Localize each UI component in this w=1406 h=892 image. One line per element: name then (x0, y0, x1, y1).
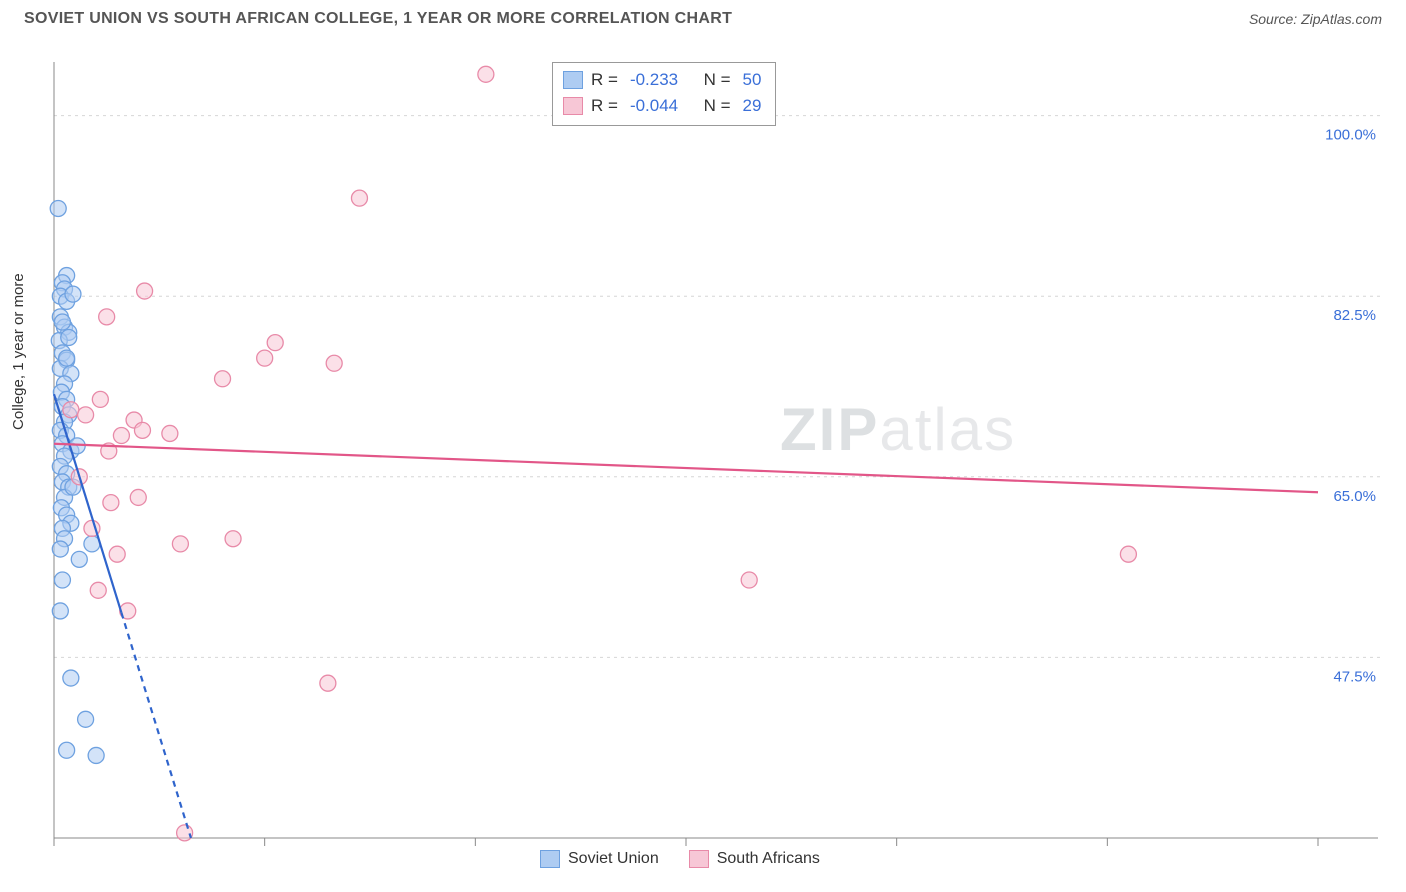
legend-swatch (563, 71, 583, 89)
data-point (63, 402, 79, 418)
data-point (50, 200, 66, 216)
data-point (99, 309, 115, 325)
svg-text:100.0%: 100.0% (1325, 127, 1376, 144)
source-label: Source: ZipAtlas.com (1249, 11, 1382, 27)
legend-swatch (540, 850, 560, 868)
data-point (172, 536, 188, 552)
chart-title: SOVIET UNION VS SOUTH AFRICAN COLLEGE, 1… (24, 10, 732, 28)
chart-area: 47.5% 65.0% 82.5% 100.0% 0.0% 60.0% (48, 58, 1388, 848)
data-point (61, 329, 77, 345)
data-point (267, 335, 283, 351)
n-value: 50 (743, 70, 762, 90)
data-point (54, 314, 70, 330)
data-point (320, 675, 336, 691)
data-point (162, 425, 178, 441)
data-point (71, 551, 87, 567)
data-point (137, 283, 153, 299)
r-value: -0.233 (630, 70, 678, 90)
y-axis-label: College, 1 year or more (10, 273, 27, 430)
series-legend: Soviet Union South Africans (540, 850, 820, 868)
trend-line (54, 444, 1318, 493)
data-point (103, 495, 119, 511)
data-point (257, 350, 273, 366)
svg-text:60.0%: 60.0% (1333, 847, 1376, 848)
data-point (134, 422, 150, 438)
data-point (326, 355, 342, 371)
legend-label: South Africans (717, 850, 820, 868)
data-point (52, 603, 68, 619)
scatter-chart: 47.5% 65.0% 82.5% 100.0% 0.0% 60.0% (48, 58, 1388, 848)
trend-line (121, 613, 191, 838)
data-point (88, 747, 104, 763)
data-point (90, 582, 106, 598)
data-point (92, 391, 108, 407)
stats-legend-row: R =-0.233 N =50 (563, 67, 761, 93)
data-point (65, 286, 81, 302)
data-point (741, 572, 757, 588)
header: SOVIET UNION VS SOUTH AFRICAN COLLEGE, 1… (0, 0, 1406, 34)
legend-item: South Africans (689, 850, 820, 868)
svg-text:47.5%: 47.5% (1333, 668, 1376, 685)
svg-text:65.0%: 65.0% (1333, 488, 1376, 505)
legend-swatch (563, 97, 583, 115)
data-point (113, 428, 129, 444)
data-point (59, 742, 75, 758)
data-point (215, 371, 231, 387)
data-point (78, 407, 94, 423)
data-point (351, 190, 367, 206)
data-point (59, 350, 75, 366)
legend-swatch (689, 850, 709, 868)
data-point (54, 572, 70, 588)
stats-legend-row: R =-0.044 N =29 (563, 93, 761, 119)
stats-legend: R =-0.233 N =50R =-0.044 N =29 (552, 62, 776, 126)
svg-text:0.0%: 0.0% (56, 847, 90, 848)
data-point (78, 711, 94, 727)
data-point (177, 825, 193, 841)
data-point (109, 546, 125, 562)
legend-item: Soviet Union (540, 850, 659, 868)
data-point (478, 66, 494, 82)
n-value: 29 (743, 96, 762, 116)
r-value: -0.044 (630, 96, 678, 116)
legend-label: Soviet Union (568, 850, 659, 868)
data-point (130, 489, 146, 505)
svg-text:82.5%: 82.5% (1333, 307, 1376, 324)
data-point (52, 541, 68, 557)
data-point (1120, 546, 1136, 562)
data-point (225, 531, 241, 547)
data-point (63, 670, 79, 686)
